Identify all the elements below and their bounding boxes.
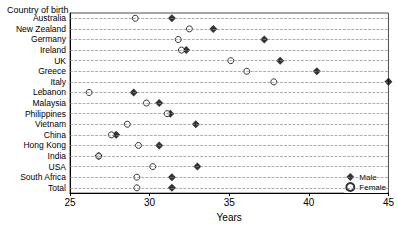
svg-text:Years: Years xyxy=(217,212,242,223)
svg-text:Female: Female xyxy=(359,183,386,192)
svg-text:Lebanon: Lebanon xyxy=(33,87,66,97)
svg-text:25: 25 xyxy=(64,197,76,208)
svg-text:Italy: Italy xyxy=(50,77,66,87)
svg-text:Country of birth: Country of birth xyxy=(7,5,69,15)
svg-text:Total: Total xyxy=(48,183,66,193)
svg-text:Greece: Greece xyxy=(38,66,66,76)
svg-text:Vietnam: Vietnam xyxy=(35,119,66,129)
svg-text:Malaysia: Malaysia xyxy=(32,98,66,108)
svg-text:Ireland: Ireland xyxy=(40,45,66,55)
svg-text:35: 35 xyxy=(224,197,236,208)
svg-text:Male: Male xyxy=(359,173,377,182)
svg-text:South Africa: South Africa xyxy=(20,172,66,182)
svg-text:India: India xyxy=(48,151,67,161)
svg-text:Australia: Australia xyxy=(33,13,66,23)
svg-text:Philippines: Philippines xyxy=(25,109,66,119)
svg-text:45: 45 xyxy=(383,197,395,208)
svg-text:New Zealand: New Zealand xyxy=(16,24,66,34)
svg-text:40: 40 xyxy=(303,197,315,208)
svg-text:China: China xyxy=(44,130,66,140)
svg-text:Hong Kong: Hong Kong xyxy=(23,140,66,150)
svg-text:UK: UK xyxy=(54,56,66,66)
svg-text:USA: USA xyxy=(49,162,67,172)
svg-text:Germany: Germany xyxy=(31,34,67,44)
svg-text:30: 30 xyxy=(144,197,156,208)
